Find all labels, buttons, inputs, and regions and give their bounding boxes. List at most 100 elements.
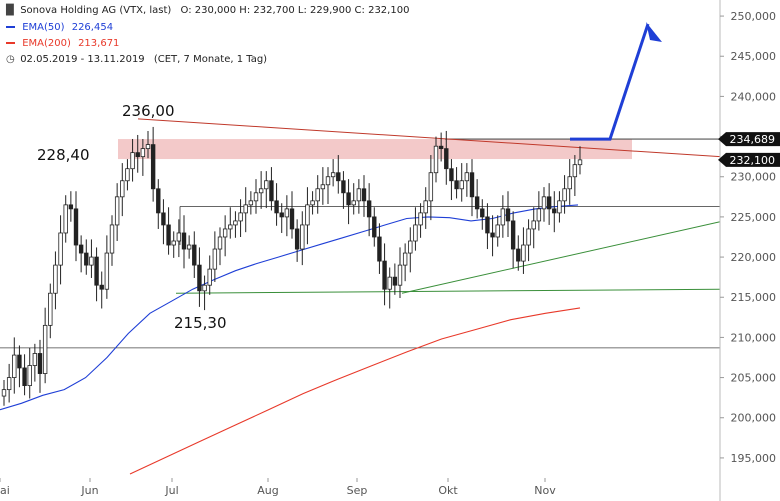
candle-body: [156, 188, 161, 214]
ema200-line: [129, 307, 581, 475]
candle-body: [253, 192, 259, 202]
candle-body: [217, 236, 223, 250]
candle-body: [330, 172, 336, 178]
y-tick-label: 240,000: [731, 90, 777, 103]
candle-body: [294, 228, 300, 250]
candle-body: [495, 224, 500, 238]
candle-body: [212, 248, 218, 270]
candle-body: [27, 365, 32, 387]
candle-body: [233, 220, 238, 226]
candle-body: [109, 224, 115, 254]
candle-body: [300, 224, 305, 250]
price-annotation: 215,30: [174, 314, 227, 332]
badge-label: 234,689: [730, 133, 776, 146]
candle-body: [392, 276, 398, 286]
price-annotation: 228,40: [37, 146, 90, 164]
ema50-line: [0, 204, 579, 411]
candle-body: [480, 208, 485, 218]
candle-body: [546, 196, 552, 210]
candle-body: [207, 268, 212, 286]
chart-header-ema200: EMA(200) 213,671: [6, 38, 119, 49]
candle-body: [22, 367, 27, 387]
support-rising-line: [401, 221, 721, 294]
candle-body: [341, 180, 346, 194]
candle-body: [310, 200, 315, 206]
x-tick-label: Sep: [347, 484, 368, 497]
candle-body: [433, 145, 439, 174]
candle-body: [42, 324, 48, 374]
candle-body: [454, 180, 459, 190]
projection-arrow-path: [570, 23, 650, 141]
candle-body: [418, 212, 423, 226]
candle-body: [397, 264, 403, 286]
x-tick-label: Nov: [534, 484, 556, 497]
candle-body: [99, 284, 104, 290]
date-range: 02.05.2019 - 13.11.2019: [20, 54, 145, 65]
resistance-trendline: [137, 118, 721, 158]
chart-header-range: ◷ 02.05.2019 - 13.11.2019 (CET, 7 Monate…: [6, 54, 267, 65]
candle-body: [572, 164, 578, 178]
support-horizontal-line: [175, 288, 721, 294]
candle-body: [171, 240, 176, 246]
candle-body: [516, 248, 521, 262]
price-annotation: 236,00: [122, 102, 175, 120]
candle-body: [541, 196, 547, 210]
candle-body: [500, 208, 506, 226]
y-tick-label: 215,000: [731, 291, 777, 304]
candle-body: [423, 200, 428, 214]
clock-icon: ◷: [6, 54, 15, 65]
candle-body: [372, 216, 377, 238]
candle-body: [510, 220, 516, 250]
badge-shape: [718, 132, 780, 147]
candle-body: [552, 208, 557, 214]
candle-body: [577, 159, 583, 166]
candle-body: [438, 145, 444, 150]
candle-body: [140, 148, 146, 158]
candle-body: [125, 168, 130, 182]
x-tick-label: Aug: [257, 484, 278, 497]
candle-body: [89, 256, 94, 266]
candle-body: [150, 144, 156, 190]
candle-body: [53, 264, 58, 294]
candle-body: [274, 200, 279, 214]
candle-body: [289, 208, 295, 230]
y-tick-label: 225,000: [731, 211, 777, 224]
candle-body: [63, 204, 68, 234]
candle-body: [228, 224, 233, 230]
candle-body: [12, 354, 17, 378]
candle-body: [181, 232, 187, 250]
candle-body: [413, 224, 418, 242]
candle-body: [325, 176, 331, 186]
x-tick-label: Okt: [438, 484, 458, 497]
candle-body: [32, 353, 38, 366]
candle-body: [197, 264, 202, 292]
candle-body: [346, 192, 351, 206]
candle-body: [521, 244, 526, 262]
candle-body: [114, 196, 120, 226]
x-tick-label: Jul: [164, 484, 178, 497]
candle-body: [258, 188, 264, 194]
candle-body: [94, 256, 99, 286]
ema50-value: 226,454: [71, 22, 114, 33]
trend-lines: [137, 118, 721, 294]
candle-body: [269, 180, 274, 202]
level-price-badge: 234,689: [718, 132, 780, 147]
candle-body: [6, 377, 12, 391]
candle-body: [387, 276, 392, 290]
instrument-name: Sonova Holding AG (VTX, last): [20, 5, 172, 16]
candle-body: [78, 244, 84, 254]
candle-body: [526, 228, 531, 246]
candle-body: [202, 284, 207, 292]
ema50-label: EMA(50): [22, 22, 65, 33]
candle-body: [73, 208, 79, 246]
resistance-zone-rect: [118, 139, 632, 160]
candle-body: [356, 188, 362, 202]
candle-body: [449, 168, 454, 182]
y-tick-label: 230,000: [731, 171, 777, 184]
candlestick-series: [1, 126, 583, 406]
candle-body: [428, 172, 434, 202]
candle-body: [279, 212, 284, 218]
candle-body: [305, 204, 310, 226]
y-tick-label: 245,000: [731, 50, 777, 63]
